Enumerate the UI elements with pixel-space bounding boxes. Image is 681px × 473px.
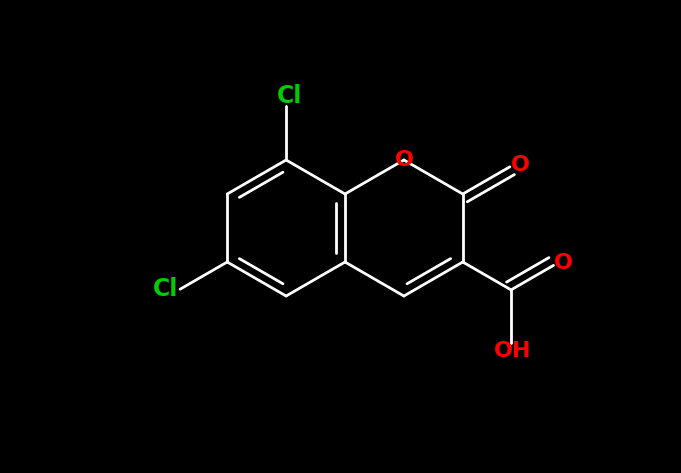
Text: O: O	[510, 155, 529, 175]
Text: O: O	[394, 150, 413, 170]
Text: O: O	[554, 254, 573, 273]
Text: Cl: Cl	[276, 84, 302, 107]
Text: OH: OH	[494, 341, 532, 361]
Text: Cl: Cl	[153, 277, 178, 301]
